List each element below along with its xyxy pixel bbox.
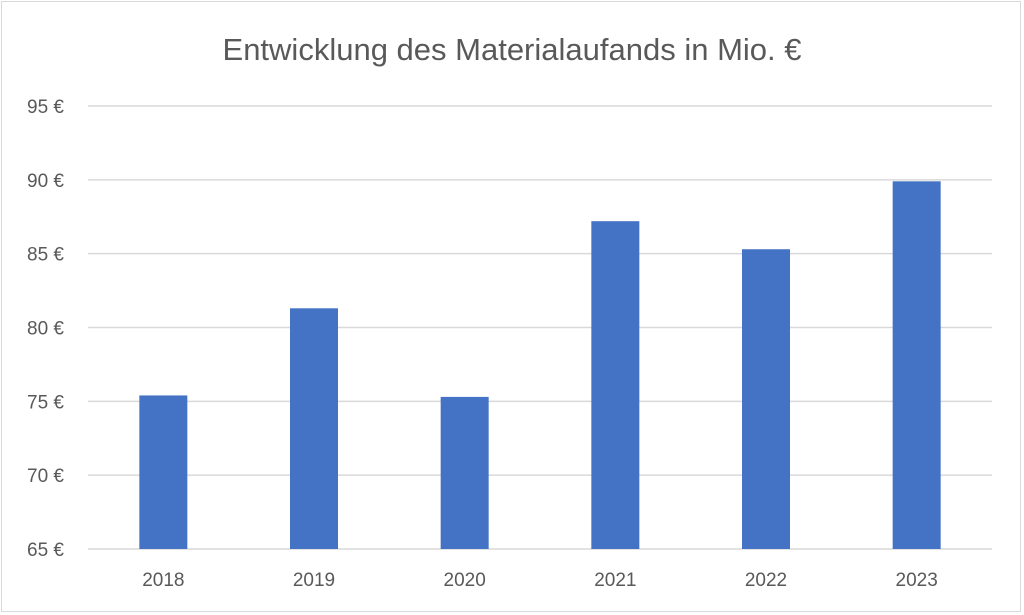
x-tick-label: 2018 xyxy=(142,570,184,591)
y-tick-label: 95 € xyxy=(27,97,64,118)
bar-2021 xyxy=(591,221,640,549)
x-tick-label: 2023 xyxy=(896,570,938,591)
y-tick-label: 70 € xyxy=(27,466,64,487)
bar-2020 xyxy=(440,396,489,549)
bar-2022 xyxy=(742,249,790,549)
x-tick-label: 2021 xyxy=(594,570,636,591)
bar-2018 xyxy=(139,395,188,549)
y-tick-label: 90 € xyxy=(27,171,64,192)
y-tick-label: 65 € xyxy=(27,540,64,561)
x-tick-label: 2022 xyxy=(745,570,787,591)
y-tick-label: 75 € xyxy=(27,392,64,413)
bar-2023 xyxy=(892,181,941,549)
bar-2019 xyxy=(290,308,338,549)
y-tick-label: 80 € xyxy=(27,319,64,340)
x-tick-label: 2020 xyxy=(444,570,486,591)
chart-title: Entwicklung des Materialaufands in Mio. … xyxy=(223,32,802,67)
x-tick-label: 2019 xyxy=(293,570,335,591)
y-tick-label: 85 € xyxy=(27,245,64,266)
